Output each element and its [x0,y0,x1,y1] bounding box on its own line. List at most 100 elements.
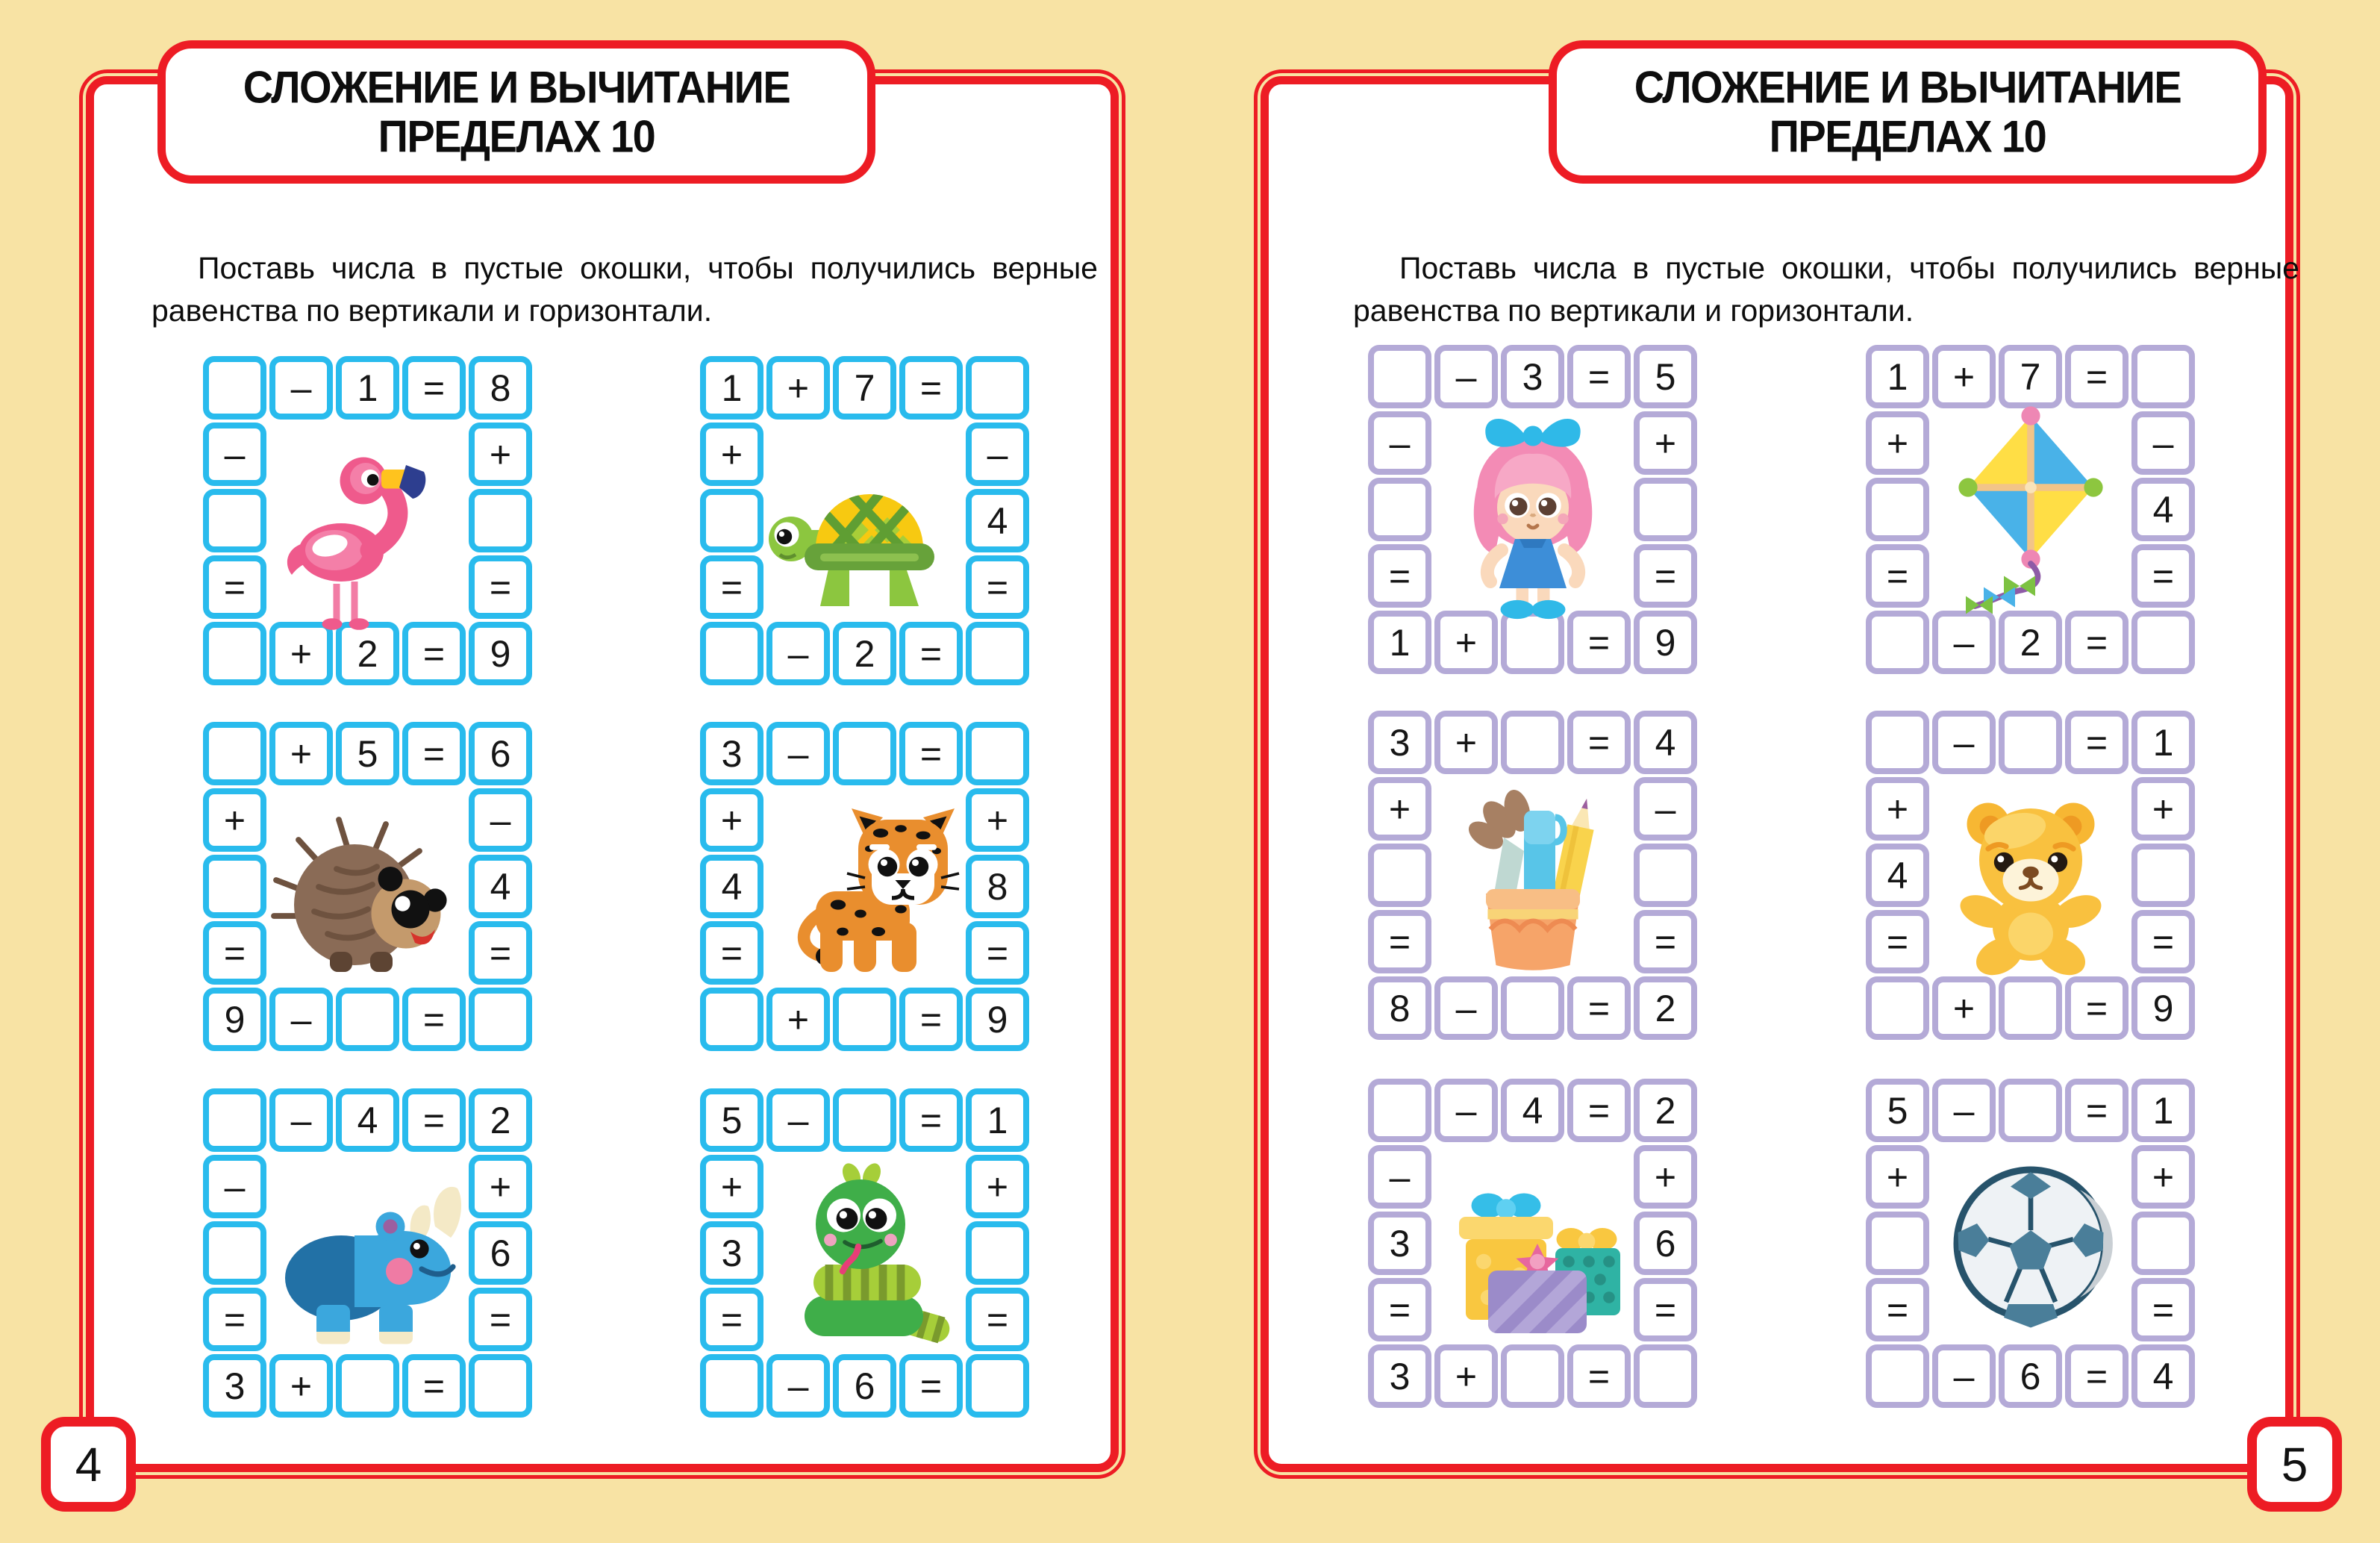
operator-cell: + [1866,411,1929,475]
operator-cell: – [766,722,830,785]
equals-cell: = [1567,1079,1631,1142]
empty-answer-box[interactable] [833,722,896,785]
empty-answer-box[interactable] [700,622,763,685]
empty-answer-box[interactable] [1501,611,1564,674]
empty-answer-box[interactable] [700,988,763,1051]
empty-answer-box[interactable] [2131,844,2195,907]
empty-answer-box[interactable] [1368,844,1431,907]
empty-answer-box[interactable] [966,356,1029,420]
equals-cell: = [1567,1344,1631,1408]
empty-answer-box[interactable] [700,489,763,552]
number-cell: 8 [966,855,1029,918]
equals-cell: = [1634,544,1697,608]
number-cell: 4 [700,855,763,918]
puzzle-soccer-ball: 5– = 1 + + = = –6 = 4 [1866,1079,2195,1408]
empty-answer-box[interactable] [1634,844,1697,907]
operator-cell: + [700,1155,763,1218]
number-cell: 4 [469,855,532,918]
equals-cell: = [1368,544,1431,608]
equals-cell: = [2131,544,2195,608]
empty-answer-box[interactable] [1501,1344,1564,1408]
gifts-image [1434,1145,1631,1341]
empty-answer-box[interactable] [2131,345,2195,408]
page-number-badge: 4 [41,1417,136,1512]
leopard-image [766,788,963,985]
equals-cell: = [2065,1079,2128,1142]
operator-cell: – [203,423,266,486]
empty-answer-box[interactable] [1501,976,1564,1040]
empty-answer-box[interactable] [203,622,266,685]
equals-cell: = [402,1088,466,1152]
operator-cell: + [1434,611,1498,674]
empty-answer-box[interactable] [2131,611,2195,674]
empty-answer-box[interactable] [469,988,532,1051]
empty-answer-box[interactable] [1368,478,1431,541]
empty-answer-box[interactable] [1866,976,1929,1040]
equals-cell: = [966,1288,1029,1351]
empty-answer-box[interactable] [833,988,896,1051]
operator-cell: + [469,423,532,486]
equals-cell: = [1567,345,1631,408]
empty-answer-box[interactable] [1634,1344,1697,1408]
empty-answer-box[interactable] [1999,711,2062,774]
equals-cell: = [1866,1278,1929,1341]
empty-answer-box[interactable] [469,1354,532,1418]
empty-answer-box[interactable] [1368,1079,1431,1142]
empty-answer-box[interactable] [336,1354,399,1418]
equals-cell: = [203,921,266,985]
empty-answer-box[interactable] [700,1354,763,1418]
equals-cell: = [899,722,963,785]
number-cell: 6 [469,1221,532,1285]
empty-answer-box[interactable] [1368,345,1431,408]
title-line-2: ПРЕДЕЛАХ 10 [378,110,656,162]
empty-answer-box[interactable] [1634,478,1697,541]
number-cell: 1 [336,356,399,420]
operator-cell: + [269,622,333,685]
empty-answer-box[interactable] [1866,1212,1929,1275]
number-cell: 9 [2131,976,2195,1040]
empty-answer-box[interactable] [1999,1079,2062,1142]
number-cell: 3 [203,1354,266,1418]
empty-answer-box[interactable] [1866,611,1929,674]
number-cell: 4 [2131,1344,2195,1408]
empty-answer-box[interactable] [2131,1212,2195,1275]
kite-image [1932,405,2128,614]
empty-answer-box[interactable] [1999,976,2062,1040]
equals-cell: = [402,356,466,420]
empty-answer-box[interactable] [966,1221,1029,1285]
operator-cell: – [766,1354,830,1418]
operator-cell: – [1434,345,1498,408]
empty-answer-box[interactable] [203,1221,266,1285]
flamingo-image [269,423,466,630]
equals-cell: = [899,356,963,420]
equals-cell: = [1368,910,1431,973]
empty-answer-box[interactable] [1866,478,1929,541]
empty-answer-box[interactable] [1866,1344,1929,1408]
equals-cell: = [1866,544,1929,608]
empty-answer-box[interactable] [203,356,266,420]
empty-answer-box[interactable] [966,722,1029,785]
number-cell: 5 [336,722,399,785]
number-cell: 1 [2131,711,2195,774]
empty-answer-box[interactable] [469,489,532,552]
empty-answer-box[interactable] [833,1088,896,1152]
operator-cell: + [1866,777,1929,841]
operator-cell: – [469,788,532,852]
empty-answer-box[interactable] [336,988,399,1051]
number-cell: 4 [336,1088,399,1152]
equals-cell: = [2065,976,2128,1040]
number-cell: 4 [1501,1079,1564,1142]
puzzle-gifts: –4 = 2– +3 6 = = 3 + = [1368,1079,1697,1408]
empty-answer-box[interactable] [203,722,266,785]
equals-cell: = [2065,345,2128,408]
empty-answer-box[interactable] [966,622,1029,685]
empty-answer-box[interactable] [203,855,266,918]
number-cell: 4 [1634,711,1697,774]
empty-answer-box[interactable] [203,489,266,552]
empty-answer-box[interactable] [203,1088,266,1152]
empty-answer-box[interactable] [1866,711,1929,774]
empty-answer-box[interactable] [966,1354,1029,1418]
empty-answer-box[interactable] [1501,711,1564,774]
equals-cell: = [2065,1344,2128,1408]
operator-cell: + [269,722,333,785]
